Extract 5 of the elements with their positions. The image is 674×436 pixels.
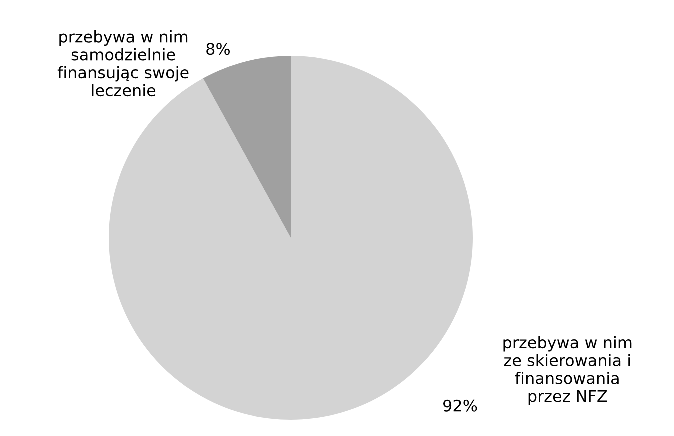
data-label: 92% <box>444 400 478 412</box>
data-label: 8% <box>206 43 230 56</box>
pie-slice <box>203 56 291 238</box>
slice-label: przebywa w nim samodzielnie finansując swoje leczenie <box>58 30 189 97</box>
slice-label: przebywa w nim ze skierowania i finansowania przez NFZ <box>504 336 632 406</box>
